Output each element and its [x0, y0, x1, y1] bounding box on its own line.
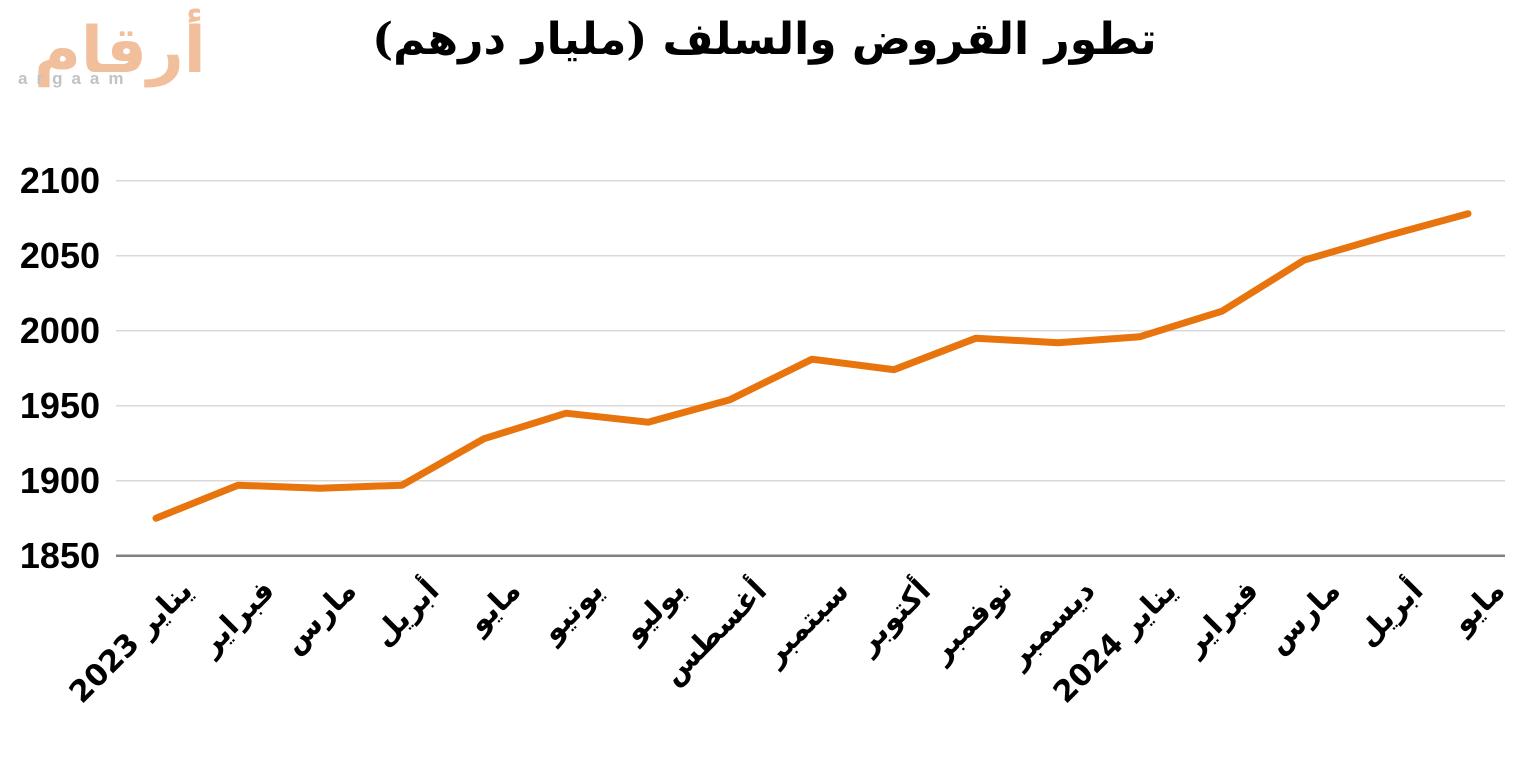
- chart-title: تطور القروض والسلف (مليار درهم): [372, 14, 1157, 65]
- argaam-logo: أرقام argaam: [6, 14, 236, 89]
- y-axis-tick-label: 2050: [19, 234, 100, 276]
- y-axis-tick-label: 1950: [19, 384, 100, 426]
- y-axis-tick-label: 2000: [19, 309, 100, 351]
- argaam-logo-latin-text: argaam: [18, 69, 133, 89]
- y-axis-tick-label: 1900: [19, 459, 100, 501]
- y-axis-tick-label: 2100: [19, 159, 100, 201]
- argaam-logo-arabic-text: أرقام: [34, 14, 206, 88]
- y-axis-tick-label: 1850: [19, 534, 100, 576]
- loans-line-series: [152, 210, 1472, 522]
